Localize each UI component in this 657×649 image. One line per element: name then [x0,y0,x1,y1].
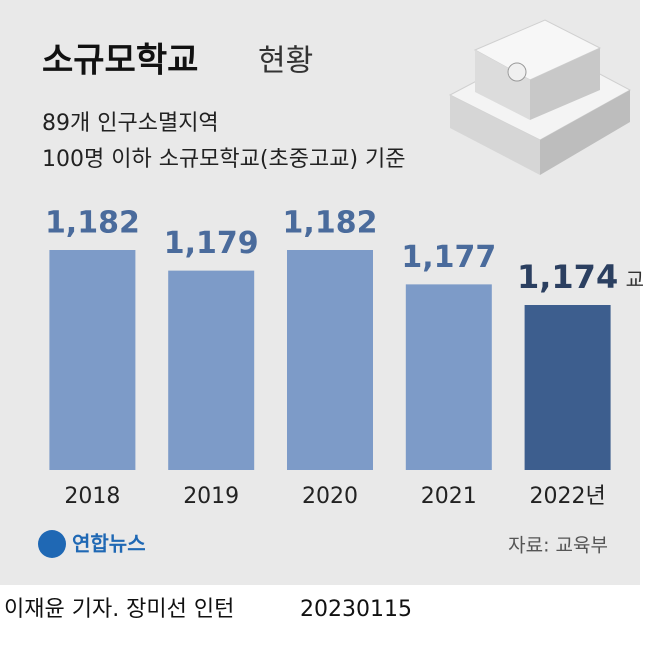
logo-text: 연합뉴스 [72,532,146,556]
bar [287,250,373,470]
x-tick-label: 2018 [64,484,120,509]
value-label: 1,182 [283,206,378,241]
credit: 이재윤 기자. 장미선 인턴 [4,597,234,622]
logo: 연합뉴스 [38,530,146,558]
value-label: 1,177 [401,240,496,275]
x-tick-label: 2019 [183,484,239,509]
title: 소규모학교 [42,41,198,81]
x-tick-label: 2021 [421,484,477,509]
title-suffix: 현황 [258,44,313,79]
bar [168,270,255,470]
bar [524,305,611,470]
subtitle: 89개 인구소멸지역 [42,111,219,136]
value-label: 1,174 [517,258,618,296]
x-tick-label: 2020 [302,484,358,509]
bar [405,284,492,470]
date: 20230115 [300,597,412,622]
subtitle: 100명 이하 소규모학교(초중고교) 기준 [42,147,406,172]
source: 자료: 교육부 [508,535,608,557]
value-label: 1,182 [45,206,140,241]
value-unit: 교 [626,268,644,292]
x-tick-label: 2022년 [529,484,605,509]
value-label: 1,179 [164,226,259,261]
building-icon [448,19,632,175]
bar [49,250,136,470]
